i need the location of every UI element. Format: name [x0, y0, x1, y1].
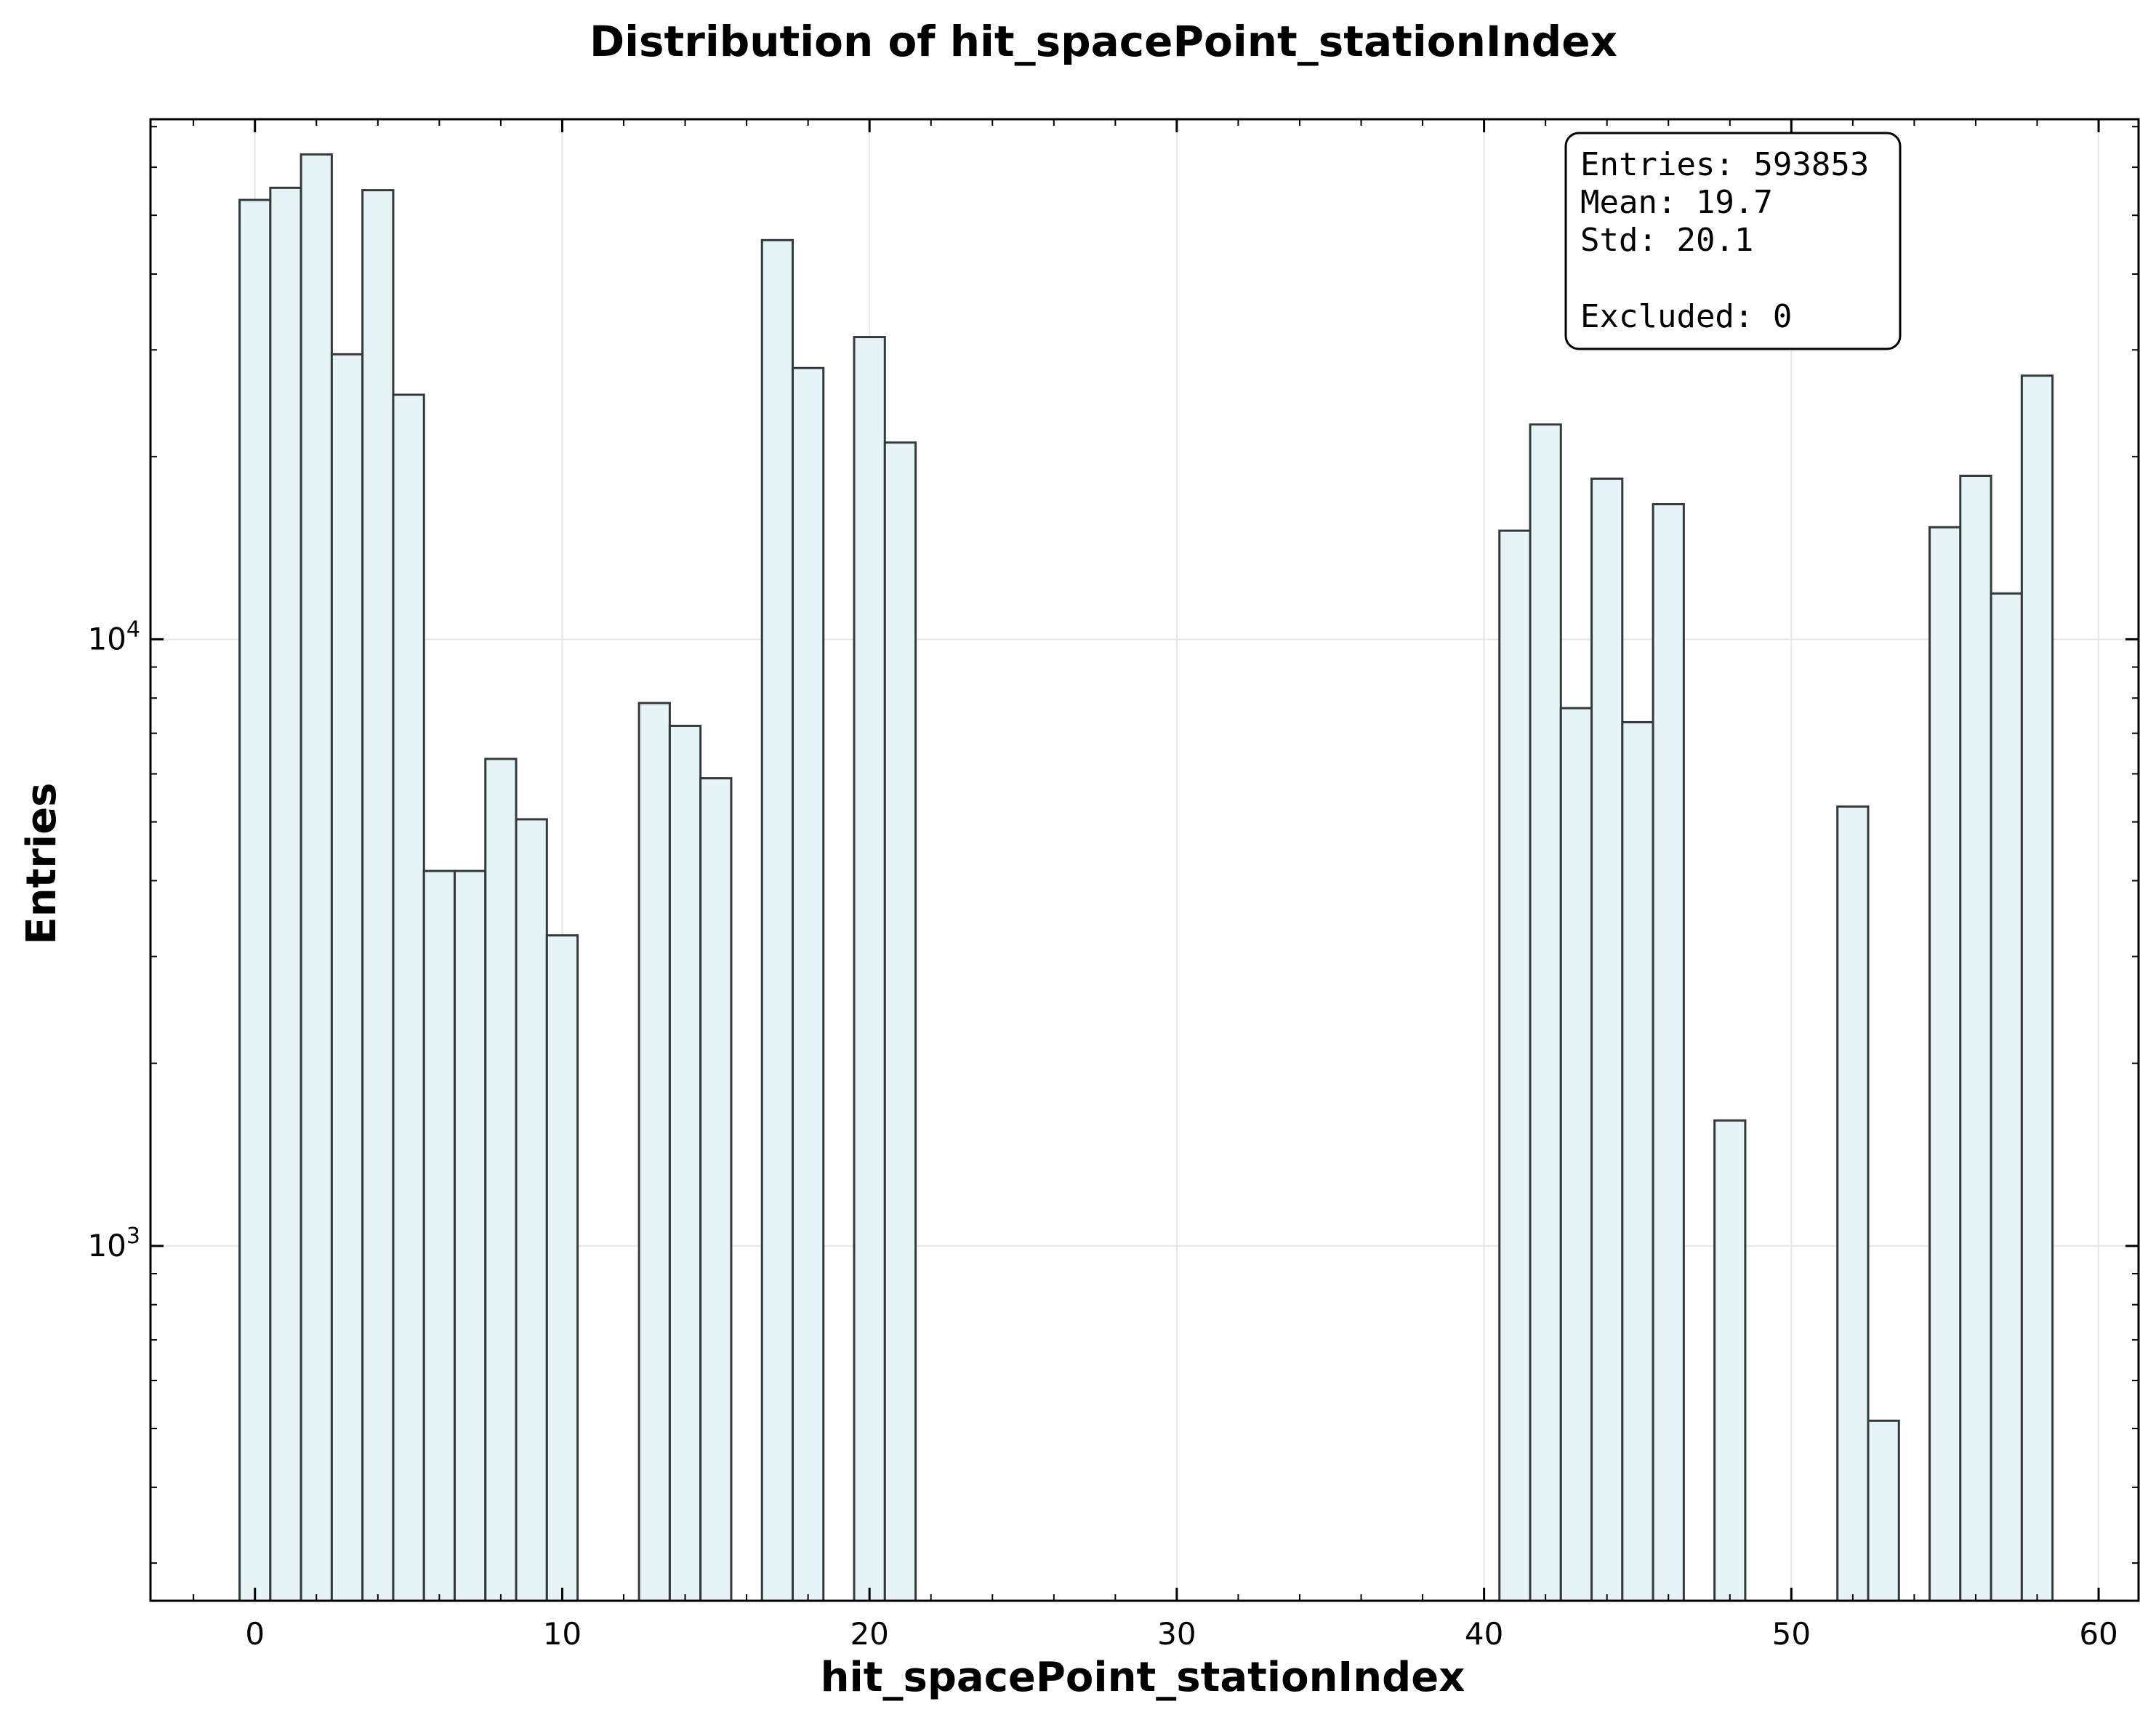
histogram-bar	[1713, 1119, 1747, 1602]
stats-box-frame	[1564, 132, 1902, 350]
x-tick-label: 50	[1772, 1616, 1811, 1652]
histogram-bar	[361, 189, 395, 1602]
plot-area-frame	[149, 118, 2140, 1602]
histogram-bar	[1590, 477, 1624, 1602]
x-tick-label: 20	[850, 1616, 888, 1652]
y-tick-label: 104	[87, 616, 140, 656]
histogram-bar	[883, 441, 917, 1602]
histogram-bar	[699, 777, 733, 1602]
y-tick-labels: 103 104	[87, 616, 140, 1263]
histogram-bar	[545, 934, 579, 1602]
stats-mean: Mean: 19.7	[1580, 184, 1773, 221]
histogram-bar	[853, 336, 886, 1602]
stats-entries: Entries: 593853	[1580, 146, 1869, 183]
histogram-bar	[515, 818, 548, 1602]
stats-std: Std: 20.1	[1580, 222, 1753, 259]
histogram-bar	[1990, 592, 2023, 1602]
x-axis-label: hit_spacePoint_stationIndex	[821, 1654, 1465, 1701]
histogram-bar	[238, 198, 272, 1602]
histogram-bar	[1652, 503, 1685, 1602]
stats-box: Entries: 593853 Mean: 19.7 Std: 20.1 Exc…	[1564, 132, 1902, 350]
x-tick-labels: 0 10 20 30 40 50 60	[245, 1616, 2117, 1652]
histogram-bars	[238, 153, 2054, 1602]
histogram-bar	[330, 353, 364, 1602]
histogram-bar	[392, 393, 425, 1602]
x-tick-label: 10	[543, 1616, 582, 1652]
histogram-bar	[1529, 423, 1562, 1602]
x-tick-label: 60	[2079, 1616, 2117, 1652]
histogram-bar	[1959, 474, 1992, 1602]
histogram-bar	[1559, 707, 1593, 1602]
histogram-bar	[269, 186, 302, 1602]
histogram-bar	[422, 869, 456, 1602]
x-tick-label: 0	[245, 1616, 265, 1652]
histogram-bar	[453, 869, 487, 1602]
histogram-bar	[299, 153, 333, 1602]
histogram-bar	[1867, 1419, 1900, 1602]
chart-title: Distribution of hit_spacePoint_stationIn…	[590, 17, 1617, 66]
histogram-bar	[760, 238, 794, 1602]
x-tick-label: 30	[1157, 1616, 1196, 1652]
axis-ticks	[150, 119, 2139, 1601]
x-tick-label: 40	[1465, 1616, 1503, 1652]
histogram-bar	[791, 366, 825, 1602]
y-tick-label: 103	[87, 1223, 140, 1263]
stats-excluded: Excluded: 0	[1580, 298, 1792, 335]
histogram-bar	[1621, 720, 1654, 1602]
histogram-bar	[668, 724, 702, 1602]
y-axis-label: Entries	[18, 782, 65, 944]
histogram-bar	[484, 757, 518, 1602]
histogram-bar	[1498, 529, 1532, 1602]
histogram-bar	[1928, 526, 1962, 1602]
histogram-bar	[2020, 374, 2054, 1602]
histogram-bar	[1836, 805, 1870, 1602]
histogram-bar	[637, 702, 671, 1602]
